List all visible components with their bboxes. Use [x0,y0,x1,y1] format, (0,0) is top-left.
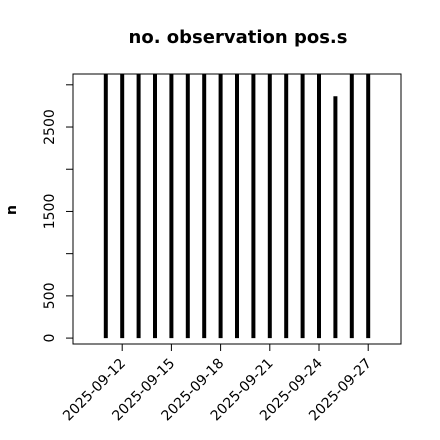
chart-title: no. observation pos.s [129,27,348,48]
y-axis-label: n [4,205,20,215]
y-tick-label: 0 [42,334,58,343]
y-tick-label: 500 [42,283,58,310]
y-tick-label: 1500 [42,194,58,230]
y-tick-label: 2500 [42,109,58,145]
